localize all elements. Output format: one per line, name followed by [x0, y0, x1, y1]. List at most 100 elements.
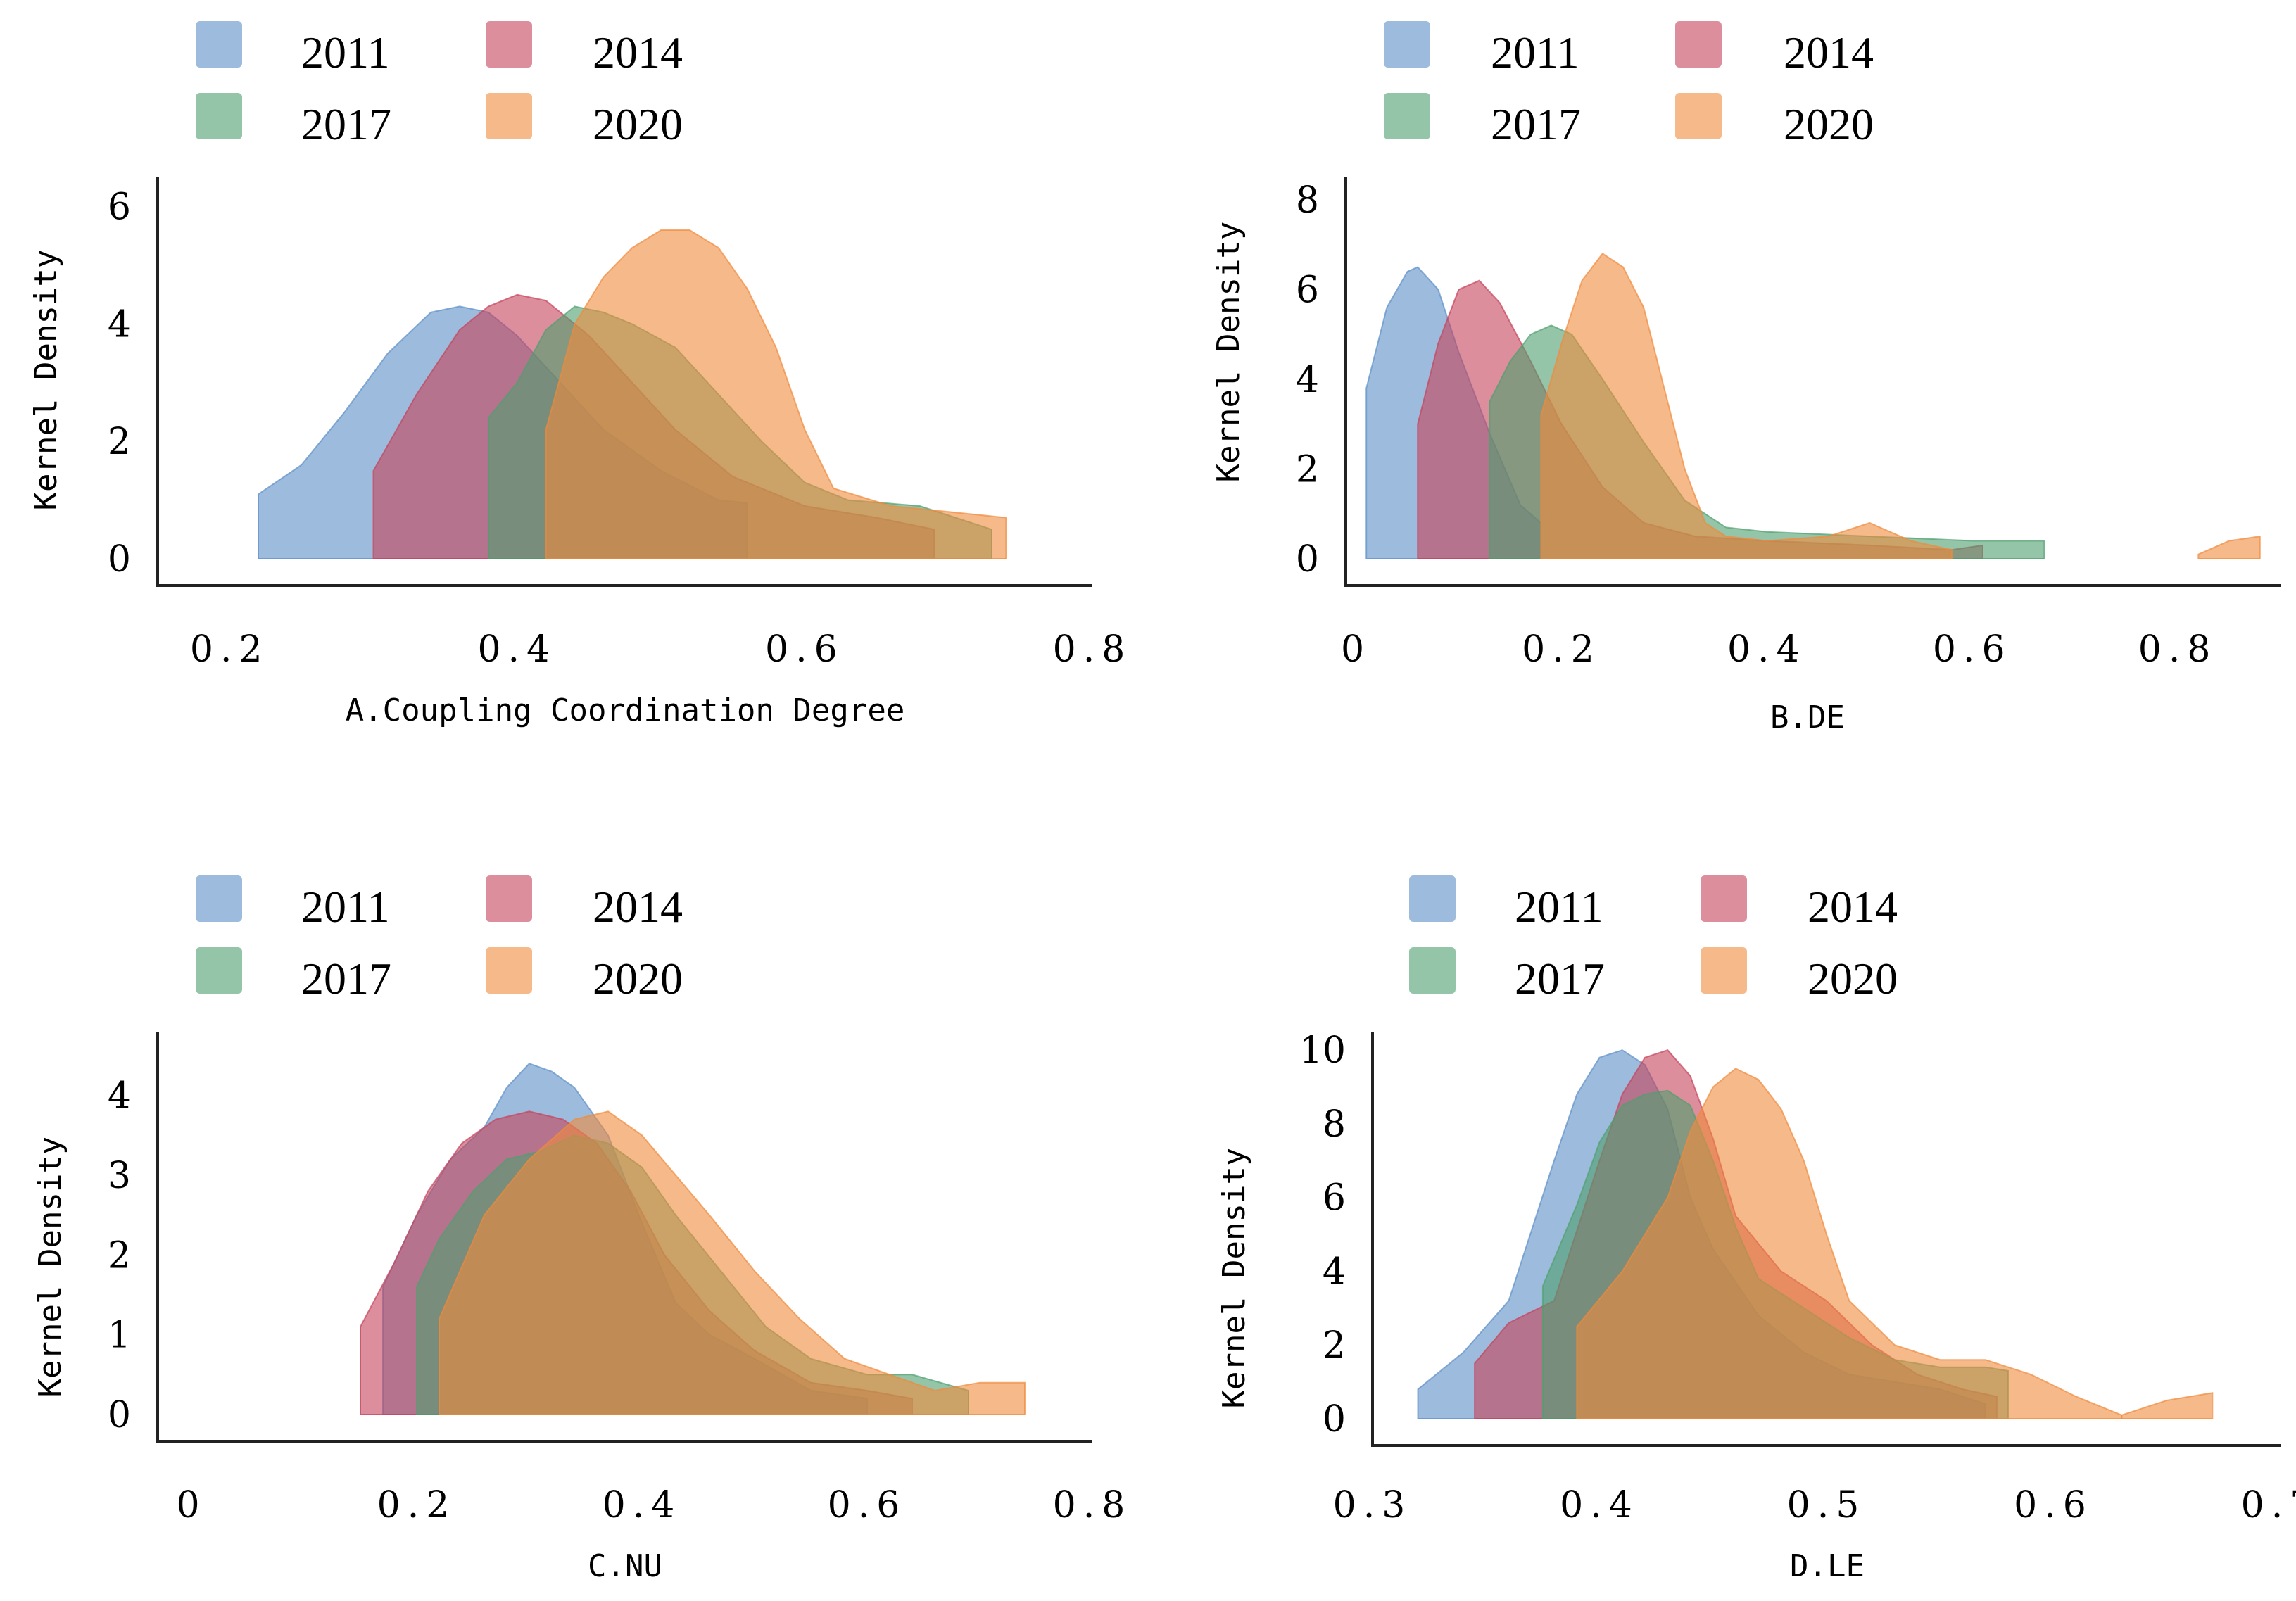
x-tick-label: 0.4	[603, 1484, 682, 1526]
y-tick-label: 2	[108, 421, 131, 463]
legend-label-2011: 2011	[1515, 882, 1603, 932]
legend-swatch-2014	[1701, 875, 1747, 922]
y-tick-label: 6	[1323, 1177, 1346, 1220]
legend-label-2014: 2014	[593, 882, 683, 932]
x-tick-label: 0.2	[190, 628, 270, 671]
y-tick-label: 10	[1299, 1030, 1346, 1072]
legend-swatch-2017	[196, 947, 242, 994]
y-axis-title-c: Kernel Density	[32, 1137, 68, 1398]
panel-a: 2011 2014 2017 2020 0.2 0.4 0.6 0.8 0 2 4 6 Ker…	[28, 21, 1133, 728]
x-tick-label: 0.6	[828, 1484, 907, 1526]
x-axis-title-d: D.LE	[1790, 1548, 1865, 1584]
plot-area-d: 0.3 0.4 0.5 0.6 0.7 0 2 4 6 8 10	[1299, 1030, 2296, 1526]
y-tick-label: 4	[1296, 359, 1319, 401]
x-tick-label: 0.7	[2241, 1484, 2296, 1526]
legend-label-2017: 2017	[301, 954, 391, 1004]
axes-b	[1344, 177, 2281, 587]
x-tick-label: 0.6	[1933, 628, 2012, 671]
legend-label-2017: 2017	[301, 99, 391, 149]
x-tick-label: 0.5	[1787, 1484, 1867, 1526]
density-area-2020-3	[1540, 253, 1953, 559]
axes-a	[156, 177, 1092, 587]
x-tick-label: 0	[1341, 628, 1371, 671]
y-tick-label: 8	[1296, 179, 1319, 222]
y-tick-label: 8	[1323, 1103, 1346, 1146]
legend-label-2020: 2020	[593, 954, 683, 1004]
y-axis-title-a: Kernel Density	[28, 250, 64, 511]
legend-swatch-2020	[486, 947, 532, 994]
legend-label-2014: 2014	[593, 27, 683, 77]
y-tick-label: 4	[1323, 1251, 1346, 1293]
density-area-2020-3	[439, 1110, 1026, 1415]
y-tick-label: 2	[1323, 1324, 1346, 1367]
legend-swatch-2017	[1409, 947, 1456, 994]
legend-swatch-2017	[196, 93, 242, 139]
x-axis-title-a: A.Coupling Coordination Degree	[346, 692, 905, 728]
legend-label-2014: 2014	[1808, 882, 1898, 932]
legend-label-2020: 2020	[1808, 954, 1898, 1004]
y-tick-label: 2	[1296, 449, 1319, 491]
legend-d: 2011 2014 2017 2020	[1409, 875, 1898, 1004]
y-axis-title-d: Kernel Density	[1216, 1148, 1252, 1409]
panel-d: 2011 2014 2017 2020 0.3 0.4 0.5 0.6 0.7 0 2 4 6 8…	[1216, 875, 2296, 1584]
x-tick-label: 0.2	[377, 1484, 457, 1526]
legend-swatch-2011	[196, 21, 242, 68]
x-tick-label: 0.4	[1560, 1484, 1639, 1526]
axes-c	[156, 1032, 1092, 1443]
plot-area-b: 0 0.2 0.4 0.6 0.8 0 2 4 6 8	[1296, 179, 2261, 671]
y-tick-label: 6	[108, 186, 131, 229]
x-tick-label: 0.8	[2138, 628, 2218, 671]
x-tick-label: 0	[176, 1484, 206, 1526]
x-tick-label: 0.6	[765, 628, 845, 671]
legend-c: 2011 2014 2017 2020	[196, 875, 683, 1004]
legend-label-2011: 2011	[301, 882, 390, 932]
density-area-2020-3	[545, 229, 1007, 559]
legend-swatch-2014	[1675, 21, 1722, 68]
plot-area-a: 0.2 0.4 0.6 0.8 0 2 4 6	[108, 186, 1133, 671]
x-tick-label: 0.4	[1727, 628, 1807, 671]
y-tick-label: 4	[108, 1075, 131, 1118]
y-tick-label: 0	[108, 1394, 131, 1436]
legend-swatch-2020	[1701, 947, 1747, 994]
legend-label-2020: 2020	[593, 99, 683, 149]
legend-b: 2011 2014 2017 2020	[1384, 21, 1874, 149]
x-tick-label: 0.3	[1333, 1484, 1413, 1526]
y-tick-label: 2	[108, 1234, 131, 1277]
legend-label-2011: 2011	[1491, 27, 1579, 77]
legend-swatch-2014	[486, 21, 532, 68]
y-tick-label: 0	[1323, 1398, 1346, 1441]
x-tick-label: 0.6	[2014, 1484, 2093, 1526]
legend-swatch-2020	[486, 93, 532, 139]
legend-swatch-2017	[1384, 93, 1430, 139]
axes-d	[1371, 1032, 2281, 1447]
x-tick-label: 0.8	[1053, 628, 1133, 671]
legend-label-2020: 2020	[1784, 99, 1874, 149]
legend-label-2017: 2017	[1491, 99, 1581, 149]
legend-swatch-2014	[486, 875, 532, 922]
density-area-2020-3	[1576, 1068, 2123, 1419]
y-tick-label: 6	[1296, 269, 1319, 311]
legend-swatch-2011	[1384, 21, 1430, 68]
legend-swatch-2020	[1675, 93, 1722, 139]
legend-a: 2011 2014 2017 2020	[196, 21, 683, 149]
y-tick-label: 0	[108, 538, 131, 581]
panel-b: 2011 2014 2017 2020 0 0.2 0.4 0.6 0.8 0 2 4 6 8 K…	[1211, 21, 2281, 735]
y-tick-label: 3	[108, 1155, 131, 1197]
legend-swatch-2011	[1409, 875, 1456, 922]
y-tick-label: 1	[108, 1315, 131, 1357]
legend-swatch-2011	[196, 875, 242, 922]
x-tick-label: 0.8	[1053, 1484, 1133, 1526]
y-tick-label: 0	[1296, 538, 1319, 581]
panel-c: 2011 2014 2017 2020 0 0.2 0.4 0.6 0.8 0 1 2 3 4 K…	[32, 875, 1133, 1584]
x-tick-label: 0.4	[477, 628, 557, 671]
x-axis-title-b: B.DE	[1770, 700, 1845, 735]
plot-area-c: 0 0.2 0.4 0.6 0.8 0 1 2 3 4	[108, 1063, 1133, 1526]
x-axis-title-c: C.NU	[588, 1548, 662, 1584]
y-axis-title-b: Kernel Density	[1211, 222, 1247, 483]
density-area-2020-4	[2197, 535, 2261, 559]
legend-label-2014: 2014	[1784, 27, 1874, 77]
x-tick-label: 0.2	[1522, 628, 1601, 671]
y-tick-label: 4	[108, 304, 131, 346]
legend-label-2017: 2017	[1515, 954, 1605, 1004]
